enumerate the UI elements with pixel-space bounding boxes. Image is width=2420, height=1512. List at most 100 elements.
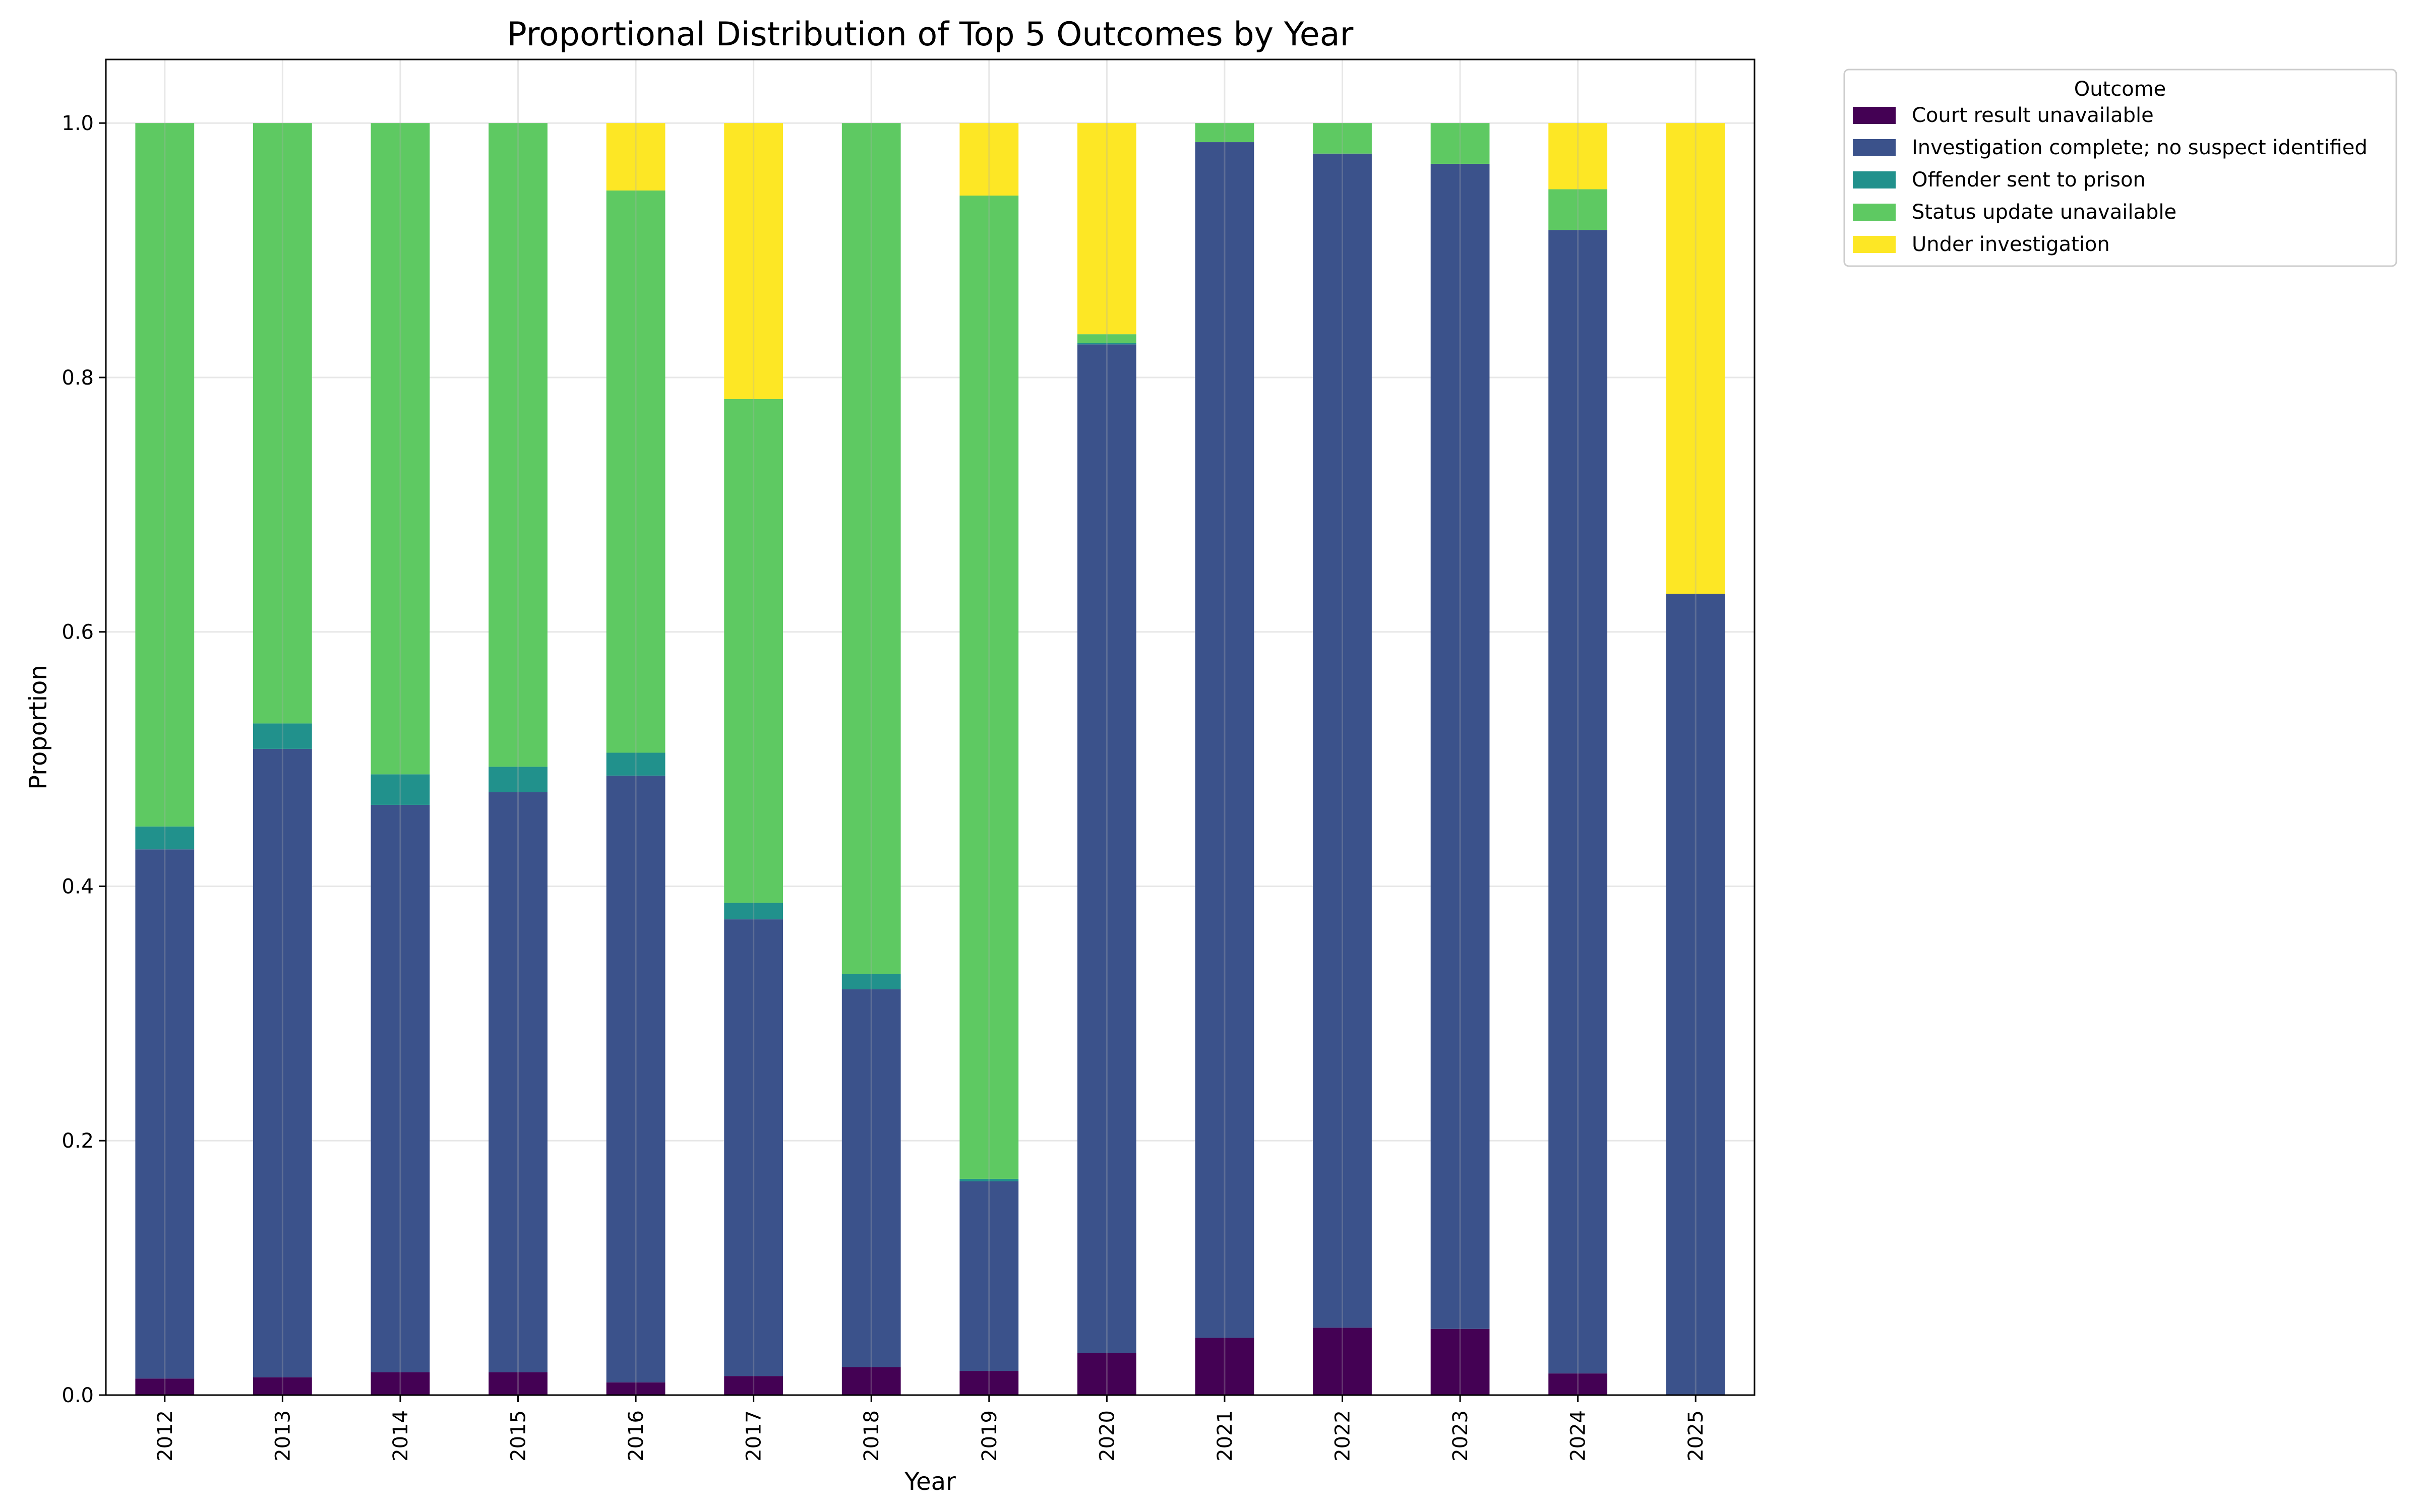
plot-background: [106, 59, 1754, 1395]
x-tick-label: 2016: [625, 1410, 648, 1462]
bar-2023-series-0: [1430, 1329, 1490, 1395]
legend-swatch: [1853, 139, 1896, 156]
bar-2025-series-4: [1666, 123, 1725, 594]
bar-2023-series-1: [1430, 163, 1490, 1329]
bar-2016-series-3: [606, 190, 666, 753]
bar-2023-series-3: [1430, 123, 1490, 164]
bar-2024-series-0: [1548, 1373, 1608, 1395]
bar-2020-series-2: [1077, 343, 1136, 345]
legend-label: Offender sent to prison: [1912, 168, 2146, 192]
bar-2016-series-1: [606, 775, 666, 1382]
x-tick-label: 2017: [743, 1410, 766, 1462]
bars: [135, 123, 1725, 1395]
bar-2020-series-4: [1077, 123, 1136, 335]
bar-2019-series-2: [959, 1178, 1019, 1181]
bar-2014-series-2: [371, 774, 430, 805]
bar-2013-series-2: [253, 723, 312, 749]
legend-swatch: [1853, 236, 1896, 253]
y-axis: 0.0 0.2 0.4 0.6 0.8 1.0: [62, 112, 106, 1407]
bar-2012-series-0: [135, 1378, 195, 1395]
x-axis-label: Year: [904, 1468, 956, 1496]
legend-label: Investigation complete; no suspect ident…: [1912, 136, 2368, 159]
x-tick-label: 2013: [271, 1410, 294, 1462]
x-tick-label: 2019: [978, 1410, 1001, 1462]
chart-title: Proportional Distribution of Top 5 Outco…: [507, 16, 1354, 53]
bar-2017-series-4: [724, 123, 783, 399]
legend-label: Status update unavailable: [1912, 201, 2176, 224]
bar-2014-series-1: [371, 804, 430, 1372]
bar-2017-series-1: [724, 919, 783, 1376]
bar-2016-series-4: [606, 123, 666, 191]
bar-2018-series-3: [841, 123, 901, 974]
x-tick-label: 2012: [154, 1410, 177, 1462]
x-tick-label: 2023: [1449, 1410, 1472, 1462]
bar-2016-series-0: [606, 1382, 666, 1395]
bar-2019-series-1: [959, 1181, 1019, 1371]
bar-2013-series-3: [253, 123, 312, 724]
legend-title: Outcome: [2074, 78, 2166, 101]
x-tick-label: 2020: [1096, 1410, 1119, 1462]
y-tick-label: 0.8: [62, 366, 94, 390]
bar-2024-series-3: [1548, 189, 1608, 230]
bar-2021-series-3: [1195, 123, 1254, 143]
bar-2017-series-3: [724, 399, 783, 903]
bar-2020-series-0: [1077, 1353, 1136, 1395]
x-grid: [164, 59, 1697, 1395]
bar-2022-series-3: [1313, 123, 1372, 154]
legend-label: Court result unavailable: [1912, 104, 2154, 127]
bar-2015-series-0: [489, 1372, 548, 1395]
bar-2014-series-0: [371, 1372, 430, 1395]
bar-2018-series-0: [841, 1367, 901, 1395]
x-tick-label: 2021: [1214, 1410, 1237, 1462]
bar-2025-series-1: [1666, 594, 1725, 1395]
y-tick-label: 0.0: [62, 1384, 94, 1407]
y-tick-label: 0.4: [62, 875, 94, 898]
bar-2015-series-3: [489, 123, 548, 767]
bar-2017-series-0: [724, 1376, 783, 1395]
y-tick-label: 0.6: [62, 621, 94, 644]
bar-2013-series-1: [253, 748, 312, 1377]
legend-label: Under investigation: [1912, 233, 2110, 256]
legend-swatch: [1853, 171, 1896, 188]
legend-frame: [1843, 69, 2397, 267]
x-tick-label: 2024: [1567, 1410, 1590, 1462]
bar-2012-series-2: [135, 826, 195, 850]
bar-2019-series-3: [959, 196, 1019, 1179]
bar-2022-series-0: [1313, 1328, 1372, 1395]
x-tick-label: 2014: [389, 1410, 412, 1462]
y-axis-label: Proportion: [24, 665, 52, 790]
bar-2020-series-3: [1077, 334, 1136, 343]
legend-swatch: [1853, 107, 1896, 124]
plot-frame: [105, 58, 1756, 1396]
bar-2024-series-1: [1548, 230, 1608, 1374]
bar-2024-series-4: [1548, 123, 1608, 190]
legend-swatch: [1853, 204, 1896, 221]
bar-2012-series-1: [135, 849, 195, 1379]
bar-2021-series-1: [1195, 142, 1254, 1338]
y-tick-label: 0.2: [62, 1129, 94, 1153]
x-tick-label: 2025: [1684, 1410, 1708, 1462]
legend-items: Court result unavailable Investigation co…: [1853, 104, 2368, 256]
bar-2019-series-0: [959, 1371, 1019, 1395]
bar-2016-series-2: [606, 752, 666, 776]
plot-area: 0.00.20.40.60.81.0 2012 2013 2014 2015 2016 2…: [62, 58, 1756, 1462]
bar-2012-series-3: [135, 123, 195, 827]
bar-2018-series-1: [841, 989, 901, 1367]
bar-2021-series-0: [1195, 1338, 1254, 1395]
bar-2017-series-2: [724, 903, 783, 920]
bar-2019-series-4: [959, 123, 1019, 196]
bar-2014-series-3: [371, 123, 430, 775]
legend: Outcome Court result unavailable Investig…: [1843, 69, 2397, 267]
bar-2015-series-2: [489, 767, 548, 792]
bar-2015-series-1: [489, 792, 548, 1372]
bar-2018-series-2: [841, 974, 901, 989]
x-tick-label: 2022: [1332, 1410, 1355, 1462]
x-tick-label: 2018: [860, 1410, 883, 1462]
y-tick-label: 1.0: [62, 112, 94, 135]
bar-2020-series-1: [1077, 344, 1136, 1353]
x-tick-label: 2015: [507, 1410, 530, 1462]
bar-2022-series-1: [1313, 153, 1372, 1328]
bar-2013-series-0: [253, 1377, 312, 1395]
x-axis: 2012 2013 2014 2015 2016 2017 2018 2019 2020 2021…: [154, 1395, 1708, 1462]
